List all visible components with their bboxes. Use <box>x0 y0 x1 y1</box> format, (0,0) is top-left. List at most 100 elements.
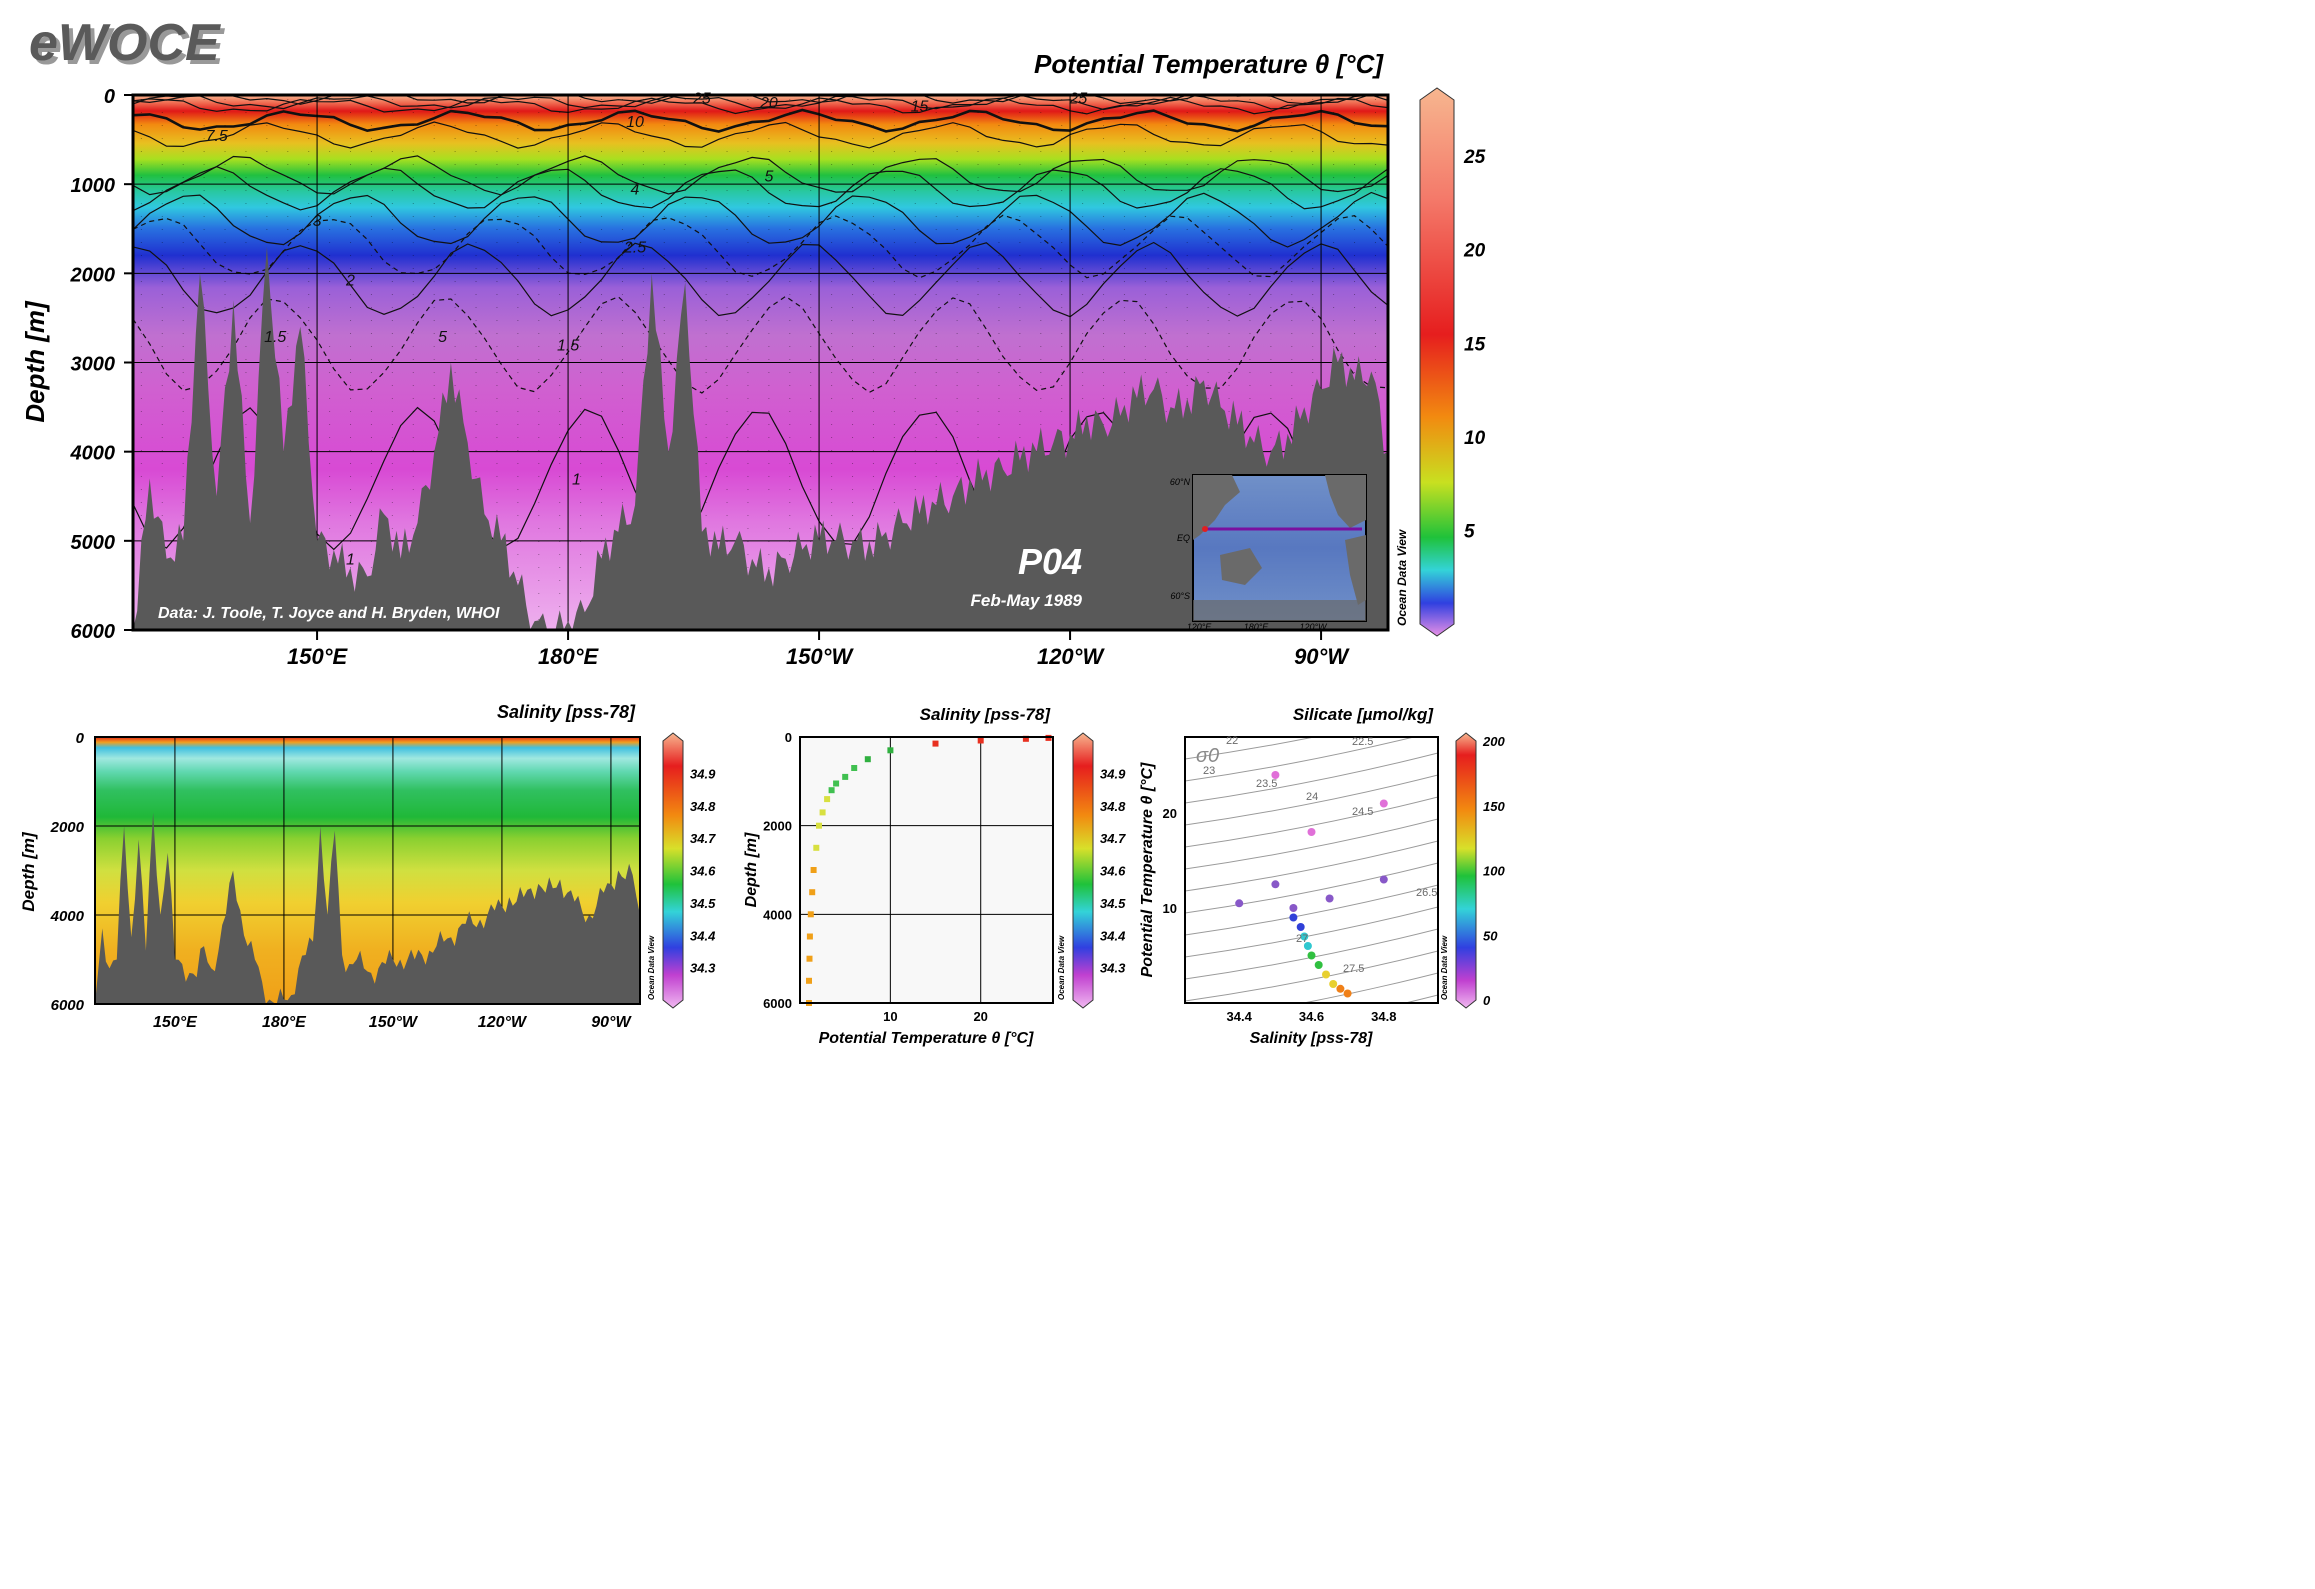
profile-point <box>824 796 831 803</box>
inset-lon-120w: 120°W <box>1299 622 1328 632</box>
ts-point <box>1289 904 1298 912</box>
contour-label-3: 3 <box>313 213 322 230</box>
sal-y-tick-label: 0 <box>76 730 85 747</box>
salinity-grid <box>95 737 640 1004</box>
profile-point <box>809 889 816 896</box>
sal-x-tick-label: 120°W <box>478 1014 528 1031</box>
salinity-colorbar <box>662 732 684 1009</box>
sal-cbar-tick-label: 34.9 <box>690 766 716 781</box>
profile-point <box>810 867 817 873</box>
ts-cbar-tick-label: 200 <box>1482 734 1505 749</box>
density-isoline <box>1185 737 1416 782</box>
contour-label-1.5: 1.5 <box>557 338 579 355</box>
sal-y-tick-label: 6000 <box>51 997 85 1014</box>
profile-point <box>806 933 813 940</box>
density-label: 23 <box>1203 765 1215 777</box>
section-name: P04 <box>1018 541 1082 582</box>
bathymetry <box>133 246 1388 630</box>
density-isoline <box>1185 950 1438 1002</box>
ts-xlabel: Salinity [pss-78] <box>1250 1030 1373 1047</box>
density-isoline <box>1185 774 1438 826</box>
ts-point <box>1300 932 1309 941</box>
profile-point <box>833 780 840 787</box>
ts-point <box>1307 828 1316 836</box>
contour-15 <box>133 96 1388 115</box>
y-tick-label: 6000 <box>71 621 116 643</box>
y-tick-label: 0 <box>104 86 115 108</box>
profile-point <box>864 756 871 763</box>
density-label: 27 <box>1296 933 1308 945</box>
density-label: 22 <box>1226 735 1238 747</box>
sal-cbar-tick-label: 34.3 <box>690 961 716 976</box>
ts-x-ticks: 34.4 34.6 34.8 <box>1227 1009 1397 1024</box>
density-label: 27.5 <box>1343 963 1364 975</box>
x-tick-label: 120°W <box>1037 644 1106 669</box>
ts-points <box>1235 771 1388 998</box>
main-y-ticks: 0 1000 2000 3000 4000 5000 6000 <box>70 86 133 643</box>
profile-point <box>1022 735 1029 742</box>
ts-y-tick-label: 10 <box>1163 901 1177 916</box>
contour-4 <box>133 166 1388 212</box>
contour-label-1.5: 1.5 <box>264 329 286 346</box>
main-ylabel: Depth [m] <box>20 300 50 423</box>
profile-point <box>977 737 984 744</box>
cbar-tick-label: 15 <box>1464 334 1486 355</box>
inset-land-south-america <box>1345 535 1366 605</box>
x-tick-label: 150°E <box>287 644 349 669</box>
ts-point <box>1336 984 1345 993</box>
y-tick-label: 1000 <box>71 175 116 197</box>
density-isoline <box>1301 972 1438 1003</box>
cbar-tick-label: 25 <box>1463 147 1486 168</box>
inset-land-australia <box>1220 548 1262 585</box>
contour-label-10: 10 <box>626 114 644 131</box>
contour-label-15: 15 <box>911 99 929 116</box>
prof-x-tick-label: 10 <box>883 1009 897 1024</box>
prof-y-tick-label: 2000 <box>763 819 792 834</box>
ts-point <box>1235 899 1244 908</box>
salinity-bathymetry <box>95 812 640 1004</box>
profile-point <box>807 911 814 918</box>
ts-point <box>1307 951 1316 960</box>
ts-colorbar <box>1455 732 1477 1009</box>
density-labels: 23 23.5 24 24.5 22.5 26.5 27 27.5 22 <box>1203 735 1437 975</box>
inset-land-america <box>1325 475 1366 528</box>
inset-land-asia <box>1193 475 1240 540</box>
ts-y-tick-label: 20 <box>1163 806 1177 821</box>
profile-point <box>887 747 894 754</box>
inset-land-antarctica <box>1193 600 1366 621</box>
profile-point <box>806 955 813 962</box>
contour-label-7.5: 7.5 <box>206 128 228 145</box>
sal-cbar-tick-label: 34.6 <box>690 864 716 879</box>
contour-label-5: 5 <box>764 168 773 185</box>
prof-cbar-tick-label: 34.7 <box>1100 831 1126 846</box>
ts-diagram-plot: Silicate [µmol/kg] σ0 23 23.5 24 24.5 22.5 26… <box>1139 705 1505 1047</box>
contour-label-1: 1 <box>346 552 355 569</box>
inset-lon-180e: 180°E <box>1244 622 1270 632</box>
salinity-section-ylabel: Depth [m] <box>19 831 38 912</box>
ts-point <box>1379 799 1388 808</box>
watermark-profile: Ocean Data View <box>1057 935 1066 1000</box>
ts-point <box>1322 970 1330 979</box>
temperature-colorbar: 25 20 15 10 5 Ocean Data View <box>1395 87 1486 637</box>
density-isoline <box>1185 840 1438 892</box>
watermark-salinity: Ocean Data View <box>647 935 656 1000</box>
profile-point <box>813 844 820 851</box>
ts-point <box>1296 923 1305 931</box>
profile-grid <box>800 737 1053 1003</box>
prof-y-tick-label: 0 <box>785 730 792 745</box>
contour-label-4: 4 <box>631 182 640 199</box>
inset-lon-120e: 120°E <box>1187 622 1213 632</box>
y-tick-label: 2000 <box>70 264 116 286</box>
watermark-ts: Ocean Data View <box>1440 935 1449 1000</box>
profile-colorbar <box>1072 732 1094 1009</box>
ts-cbar-tick-label: 150 <box>1483 799 1505 814</box>
inset-map: 60°N EQ 60°S 120°E 180°E 120°W <box>1170 474 1367 632</box>
contour-label-25: 25 <box>1069 91 1088 108</box>
temperature-section-plot <box>131 93 1390 632</box>
prof-cbar-tick-label: 34.3 <box>1100 961 1126 976</box>
x-tick-label: 150°W <box>786 644 855 669</box>
sal-y-tick-label: 4000 <box>50 908 85 925</box>
